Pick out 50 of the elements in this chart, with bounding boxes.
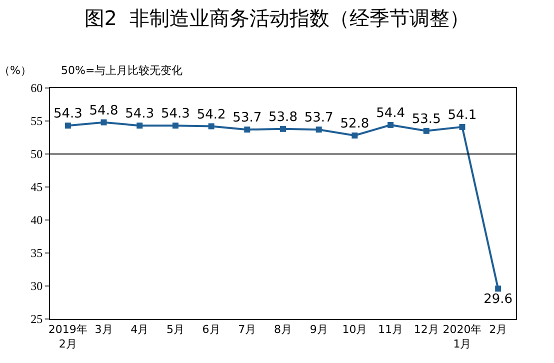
- point: [100, 119, 107, 126]
- data-label: 54.3: [160, 106, 190, 122]
- point: [495, 286, 502, 292]
- x-tick-label: 2月: [489, 323, 508, 336]
- x-tick-label: 2020年 1月: [442, 323, 482, 350]
- point: [388, 122, 394, 128]
- y-tick-label: 25: [30, 312, 43, 326]
- y-tick-label: 40: [30, 213, 43, 228]
- data-label: 54.2: [196, 107, 226, 122]
- x-tick-label: 3月: [94, 323, 113, 336]
- point: [244, 126, 250, 133]
- data-label: 53.7: [304, 110, 334, 126]
- y-tick-label: 35: [30, 246, 43, 260]
- x-tick-label: 4月: [130, 323, 149, 336]
- data-label: 54.3: [125, 106, 154, 122]
- data-label: 54.4: [376, 106, 406, 121]
- point: [459, 124, 466, 130]
- chart-title: 图2 非制造业商务活动指数（经季节调整）: [84, 6, 470, 30]
- y-tick-label: 45: [30, 180, 43, 194]
- x-tick-label: 7月: [238, 323, 256, 336]
- y-tick-label: 55: [30, 114, 43, 128]
- data-label: 54.3: [53, 106, 82, 122]
- point: [172, 122, 178, 129]
- y-tick-label: 30: [30, 279, 43, 294]
- data-label: 29.6: [484, 292, 513, 308]
- point: [208, 123, 214, 130]
- x-tick-label: 2019年 2月: [48, 323, 88, 350]
- x-tick-label: 8月: [274, 323, 292, 336]
- y-tick-label: 50: [30, 147, 43, 162]
- data-label: 54.1: [448, 108, 477, 123]
- point: [316, 126, 322, 133]
- data-label: 53.8: [268, 110, 298, 125]
- data-label: 53.7: [232, 110, 262, 126]
- x-tick-label: 5月: [166, 323, 184, 336]
- y-tick-label: 60: [30, 81, 43, 96]
- x-tick-label: 6月: [202, 323, 220, 336]
- text: 50%=与上月比较无变化: [61, 64, 183, 77]
- point: [423, 128, 430, 134]
- point: [280, 126, 286, 132]
- x-tick-label: 9月: [310, 323, 328, 336]
- x-tick-label: 12月: [414, 323, 439, 336]
- y-axis-title: （%）: [0, 64, 32, 77]
- x-tick-label: 11月: [378, 323, 404, 336]
- data-label: 52.8: [340, 116, 370, 132]
- data-label: 53.5: [412, 112, 441, 127]
- data-label: 54.8: [89, 103, 118, 118]
- point: [64, 122, 71, 129]
- x-tick-label: 10月: [342, 323, 368, 336]
- point: [352, 132, 358, 139]
- point: [136, 122, 143, 129]
